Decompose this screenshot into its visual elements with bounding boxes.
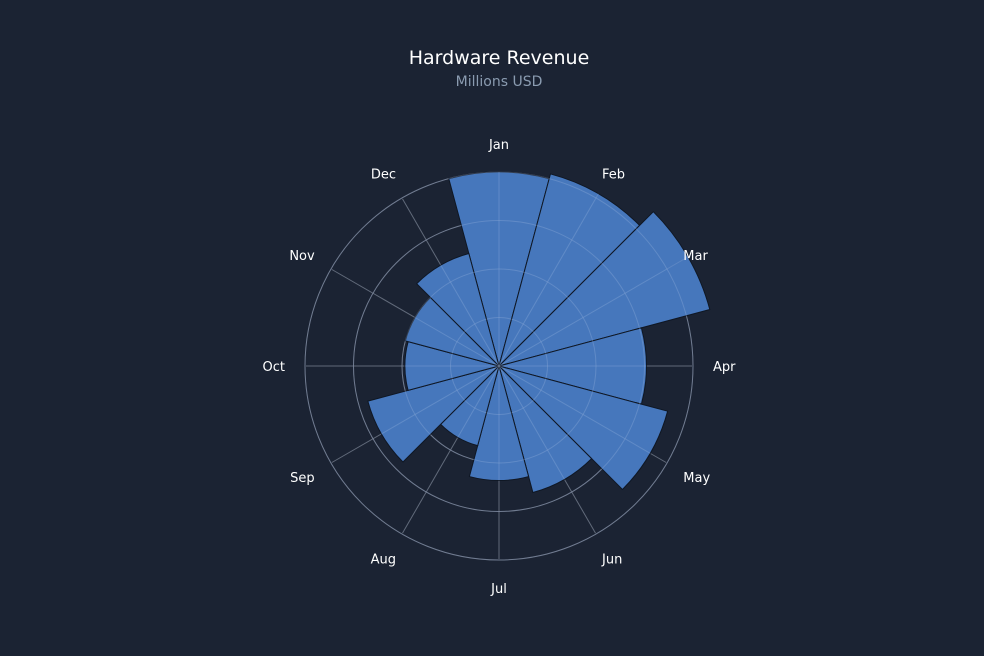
chart-subtitle: Millions USD — [456, 74, 543, 90]
bar-jan[interactable] — [448, 171, 550, 368]
month-label-jun: Jun — [601, 552, 622, 567]
bar-sep[interactable] — [367, 365, 501, 463]
bar-jul[interactable] — [468, 364, 530, 481]
spoke-overlay-mar — [498, 256, 689, 367]
month-label-nov: Nov — [289, 249, 315, 264]
month-label-may: May — [683, 471, 710, 486]
bar-may[interactable] — [497, 365, 669, 491]
spoke-overlay-jun — [498, 365, 565, 480]
month-label-aug: Aug — [371, 552, 396, 567]
month-label-jan: Jan — [488, 138, 509, 153]
month-label-feb: Feb — [602, 168, 625, 183]
month-label-sep: Sep — [290, 471, 315, 486]
month-label-mar: Mar — [683, 249, 708, 264]
bar-jun[interactable] — [498, 364, 593, 494]
spoke-overlay-dec — [440, 264, 500, 367]
spoke-overlay-may — [498, 365, 651, 454]
month-label-apr: Apr — [713, 360, 736, 375]
bar-dec[interactable] — [415, 252, 500, 368]
spoke-overlay-nov — [414, 317, 500, 367]
grid-ring-overlay-100 — [401, 268, 597, 464]
month-labels: Jan Feb Mar Apr May Jun Jul Aug Sep Oct Nov Dec — [263, 138, 737, 597]
month-label-oct: Oct — [263, 360, 285, 375]
bar-mar[interactable] — [497, 210, 711, 367]
grid-ring-overlay-200 — [304, 171, 694, 561]
grid-ring-overlay-150 — [353, 220, 645, 512]
spoke-overlay-aug — [457, 365, 500, 438]
month-label-dec: Dec — [371, 168, 396, 183]
bar-feb[interactable] — [498, 173, 641, 368]
polar-bars — [304, 171, 711, 561]
month-label-jul: Jul — [490, 582, 507, 597]
grid-ring-overlay-50 — [450, 317, 548, 415]
spoke-overlay-feb — [498, 193, 599, 367]
chart-title: Hardware Revenue — [409, 47, 590, 69]
spoke-overlay-sep — [381, 365, 500, 435]
